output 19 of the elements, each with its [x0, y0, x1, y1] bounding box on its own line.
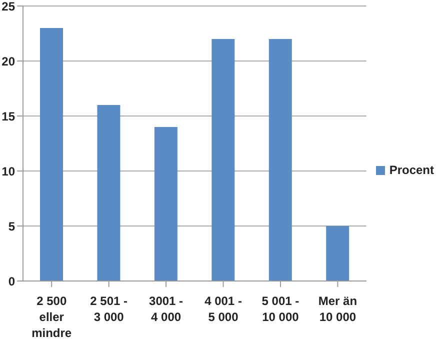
- x-tick-label: 2 500 eller mindre: [32, 294, 72, 339]
- y-tick-label: 20: [2, 54, 16, 68]
- bar: [212, 39, 235, 281]
- x-tick-label: 4 001 - 5 000: [204, 294, 242, 324]
- x-tick-label: 2 501 - 3 000: [90, 294, 128, 324]
- bar: [154, 127, 178, 281]
- bar: [268, 39, 292, 281]
- y-tick-label: 25: [2, 0, 16, 14]
- bar: [326, 226, 350, 281]
- y-tick-label: 5: [8, 219, 16, 234]
- y-tick-label: 0: [8, 274, 16, 288]
- x-tick-label: 5 001 - 10 000: [262, 294, 300, 324]
- bar: [40, 28, 63, 281]
- y-tick-label: 10: [2, 164, 16, 178]
- bar: [97, 105, 120, 281]
- x-tick-label: Mer än 10 000: [318, 294, 358, 324]
- y-tick-label: 15: [2, 109, 16, 124]
- legend-label: Procent: [389, 162, 434, 176]
- x-tick-label: 3001 - 4 000: [149, 294, 184, 324]
